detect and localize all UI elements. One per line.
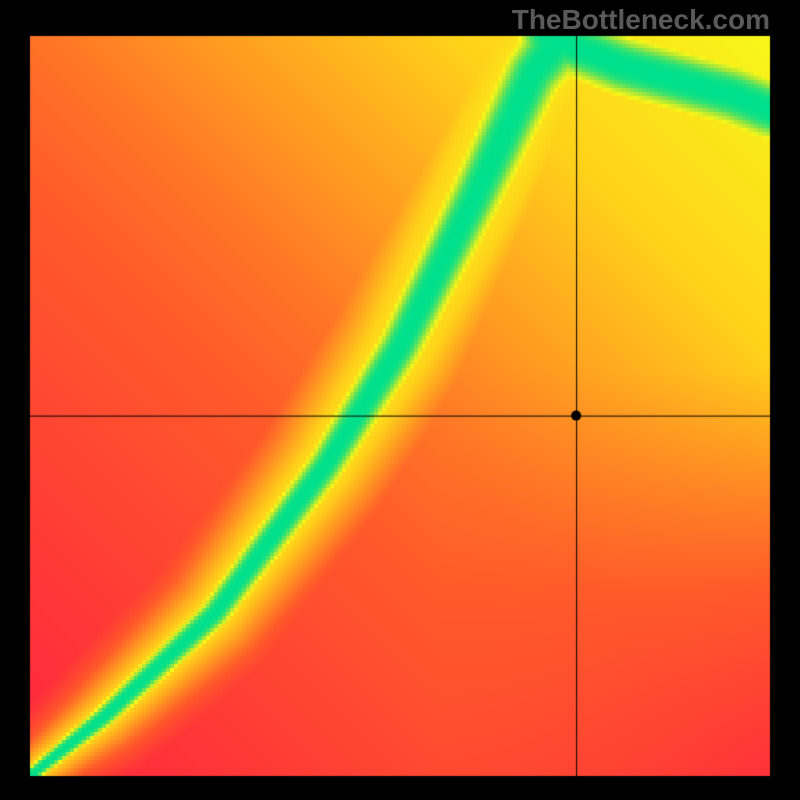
chart-container: TheBottleneck.com xyxy=(0,0,800,800)
watermark: TheBottleneck.com xyxy=(512,4,770,36)
heatmap-canvas xyxy=(0,0,800,800)
